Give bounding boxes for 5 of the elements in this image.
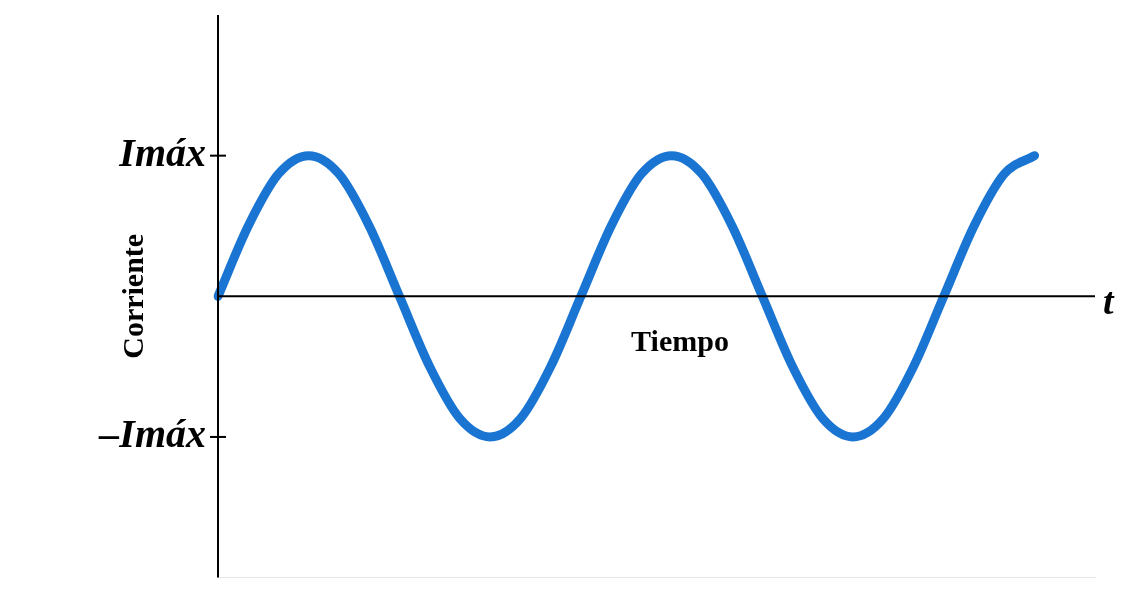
text: –Imáx [98, 411, 206, 457]
text: Imáx [118, 129, 206, 175]
y-axis-title: Corriente [115, 233, 149, 359]
x-axis-title: Tiempo [631, 324, 729, 358]
text: t [1103, 280, 1115, 323]
